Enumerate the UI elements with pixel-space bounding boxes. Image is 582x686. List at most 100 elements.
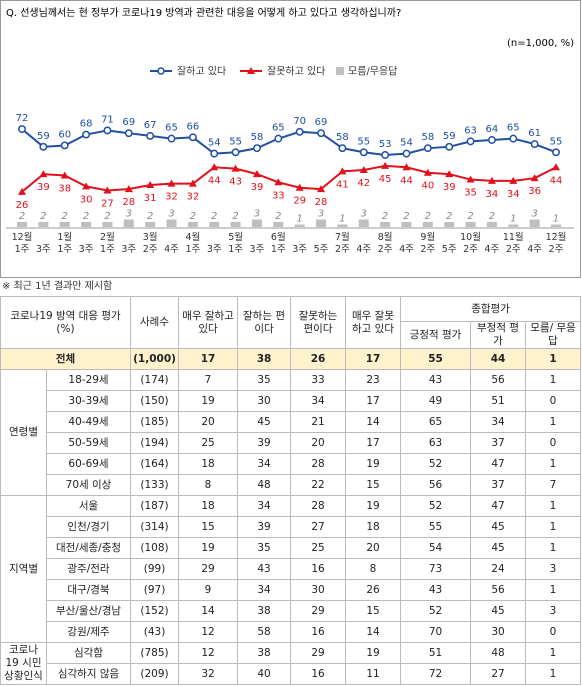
header-cell: 사례수 — [130, 296, 180, 349]
table-cell: 35 — [237, 369, 292, 391]
table-cell: 19 — [178, 390, 239, 412]
table-cell: 26 — [345, 579, 402, 601]
marker — [338, 167, 347, 175]
table-cell: 45 — [470, 516, 527, 538]
no-answer-bar — [358, 219, 369, 227]
data-label: 2 — [425, 211, 431, 222]
table-cell: 1 — [525, 537, 582, 559]
no-answer-bar — [508, 224, 519, 227]
x-tick-label: 3주 — [292, 244, 308, 255]
header-row: 코로나19 방역 대응 평가(%) 사례수 매우 잘하고 있다 잘하는 편이다 잘못하는… — [0, 296, 582, 349]
group-label: 연령별 — [0, 369, 47, 496]
x-tick-label: 3주 — [206, 244, 222, 255]
marker — [252, 170, 261, 178]
header-cell: 코로나19 방역 대응 평가(%) — [0, 296, 132, 349]
x-tick-label: 5주 — [441, 244, 457, 255]
data-label: 66 — [187, 121, 200, 132]
marker — [359, 166, 368, 173]
marker — [274, 178, 283, 186]
data-label: 32 — [187, 192, 200, 203]
data-label: 3 — [318, 209, 324, 220]
marker — [39, 170, 48, 178]
marker — [552, 163, 560, 171]
table-cell: 32 — [178, 663, 239, 685]
table-cell: 47 — [470, 495, 527, 517]
table-cell: 52 — [400, 453, 472, 475]
data-label: 40 — [421, 181, 434, 192]
data-label: 54 — [400, 138, 413, 149]
no-answer-bar — [486, 222, 497, 227]
table-cell: 27 — [290, 516, 347, 538]
x-tick-label: 6월 1주 — [270, 232, 286, 255]
marker — [552, 148, 560, 157]
marker — [39, 142, 48, 151]
data-label: 34 — [486, 189, 499, 200]
table-cell: 34 — [237, 495, 292, 517]
data-label: 2 — [190, 211, 196, 222]
chart-title: Q. 선생님께서는 현 정부가 코로나19 방역과 관련한 대응을 어떻게 하고… — [6, 6, 401, 19]
total-row: 전체 (1,000) 17 38 26 17 55 44 1 — [0, 348, 582, 370]
no-answer-bar — [316, 219, 327, 227]
data-label: 1 — [339, 214, 345, 225]
data-label: 64 — [486, 124, 499, 135]
table-cell: 37 — [470, 432, 527, 454]
data-label: 2 — [489, 211, 495, 222]
table-cell: 15 — [345, 474, 402, 496]
no-answer-bar — [17, 222, 27, 227]
data-label: 1 — [553, 214, 559, 225]
table-cell: 1 — [525, 348, 582, 370]
table-cell: 14 — [178, 600, 239, 622]
data-label: 44 — [550, 175, 563, 186]
table-row: 심각하지 않음 (209) 32 40 16 11 72 27 1 — [1, 663, 582, 685]
data-label: 2 — [382, 211, 388, 222]
marker — [466, 175, 475, 183]
table-cell: 45 — [470, 537, 527, 559]
table-cell: 70 — [400, 621, 472, 643]
table-cell: 49 — [400, 390, 472, 412]
no-answer-bar — [422, 222, 433, 227]
table-row: 40-49세 (185) 20 45 21 14 65 34 1 — [1, 411, 582, 433]
data-label: 2 — [446, 211, 452, 222]
x-tick-label: 3월 2주 — [142, 232, 158, 255]
table-cell: 38 — [237, 600, 292, 622]
data-label: 53 — [379, 139, 392, 150]
data-label: 33 — [272, 190, 285, 201]
row-label: 대전/세종/충청 — [45, 537, 132, 559]
x-tick-label: 12월 2주 — [545, 232, 567, 255]
table-cell: 37 — [470, 474, 527, 496]
data-label: 55 — [229, 136, 242, 147]
header-cell: 긍정적 평가 — [400, 321, 472, 349]
marker — [445, 170, 454, 178]
row-label: 전체 — [0, 348, 132, 370]
marker — [402, 149, 411, 158]
table-cell: 12 — [178, 642, 239, 664]
table-cell: 16 — [290, 621, 347, 643]
table-cell: 38 — [237, 348, 292, 370]
table-cell: 1 — [525, 453, 582, 475]
legend-label: 모름/무응답 — [348, 66, 397, 78]
table-cell: (187) — [130, 495, 180, 517]
row-label: 50-59세 — [45, 432, 132, 454]
data-label: 31 — [144, 193, 157, 204]
table-cell: 1 — [525, 516, 582, 538]
data-label: 60 — [58, 129, 71, 140]
header-cell: 잘하는 편이다 — [237, 296, 292, 349]
legend-label: 잘못하고 있다 — [267, 65, 325, 78]
legend-swatch — [336, 67, 344, 75]
data-label: 63 — [464, 125, 477, 136]
data-label: 39 — [37, 182, 50, 193]
table-cell: 29 — [290, 600, 347, 622]
marker — [466, 137, 475, 146]
table-row: 대구/경북 (97) 9 34 30 26 43 56 1 — [1, 579, 582, 601]
data-label: 55 — [357, 136, 370, 147]
table-cell: 16 — [290, 663, 347, 685]
table-cell: 26 — [290, 348, 347, 370]
row-label: 서울 — [45, 495, 132, 517]
data-label: 2 — [232, 211, 238, 222]
marker — [103, 186, 112, 194]
table-cell: 22 — [290, 474, 347, 496]
chart: Q. 선생님께서는 현 정부가 코로나19 방역과 관련한 대응을 어떻게 하고… — [0, 0, 581, 278]
row-label: 광주/전라 — [45, 558, 132, 580]
marker — [381, 161, 390, 169]
marker — [188, 133, 197, 142]
